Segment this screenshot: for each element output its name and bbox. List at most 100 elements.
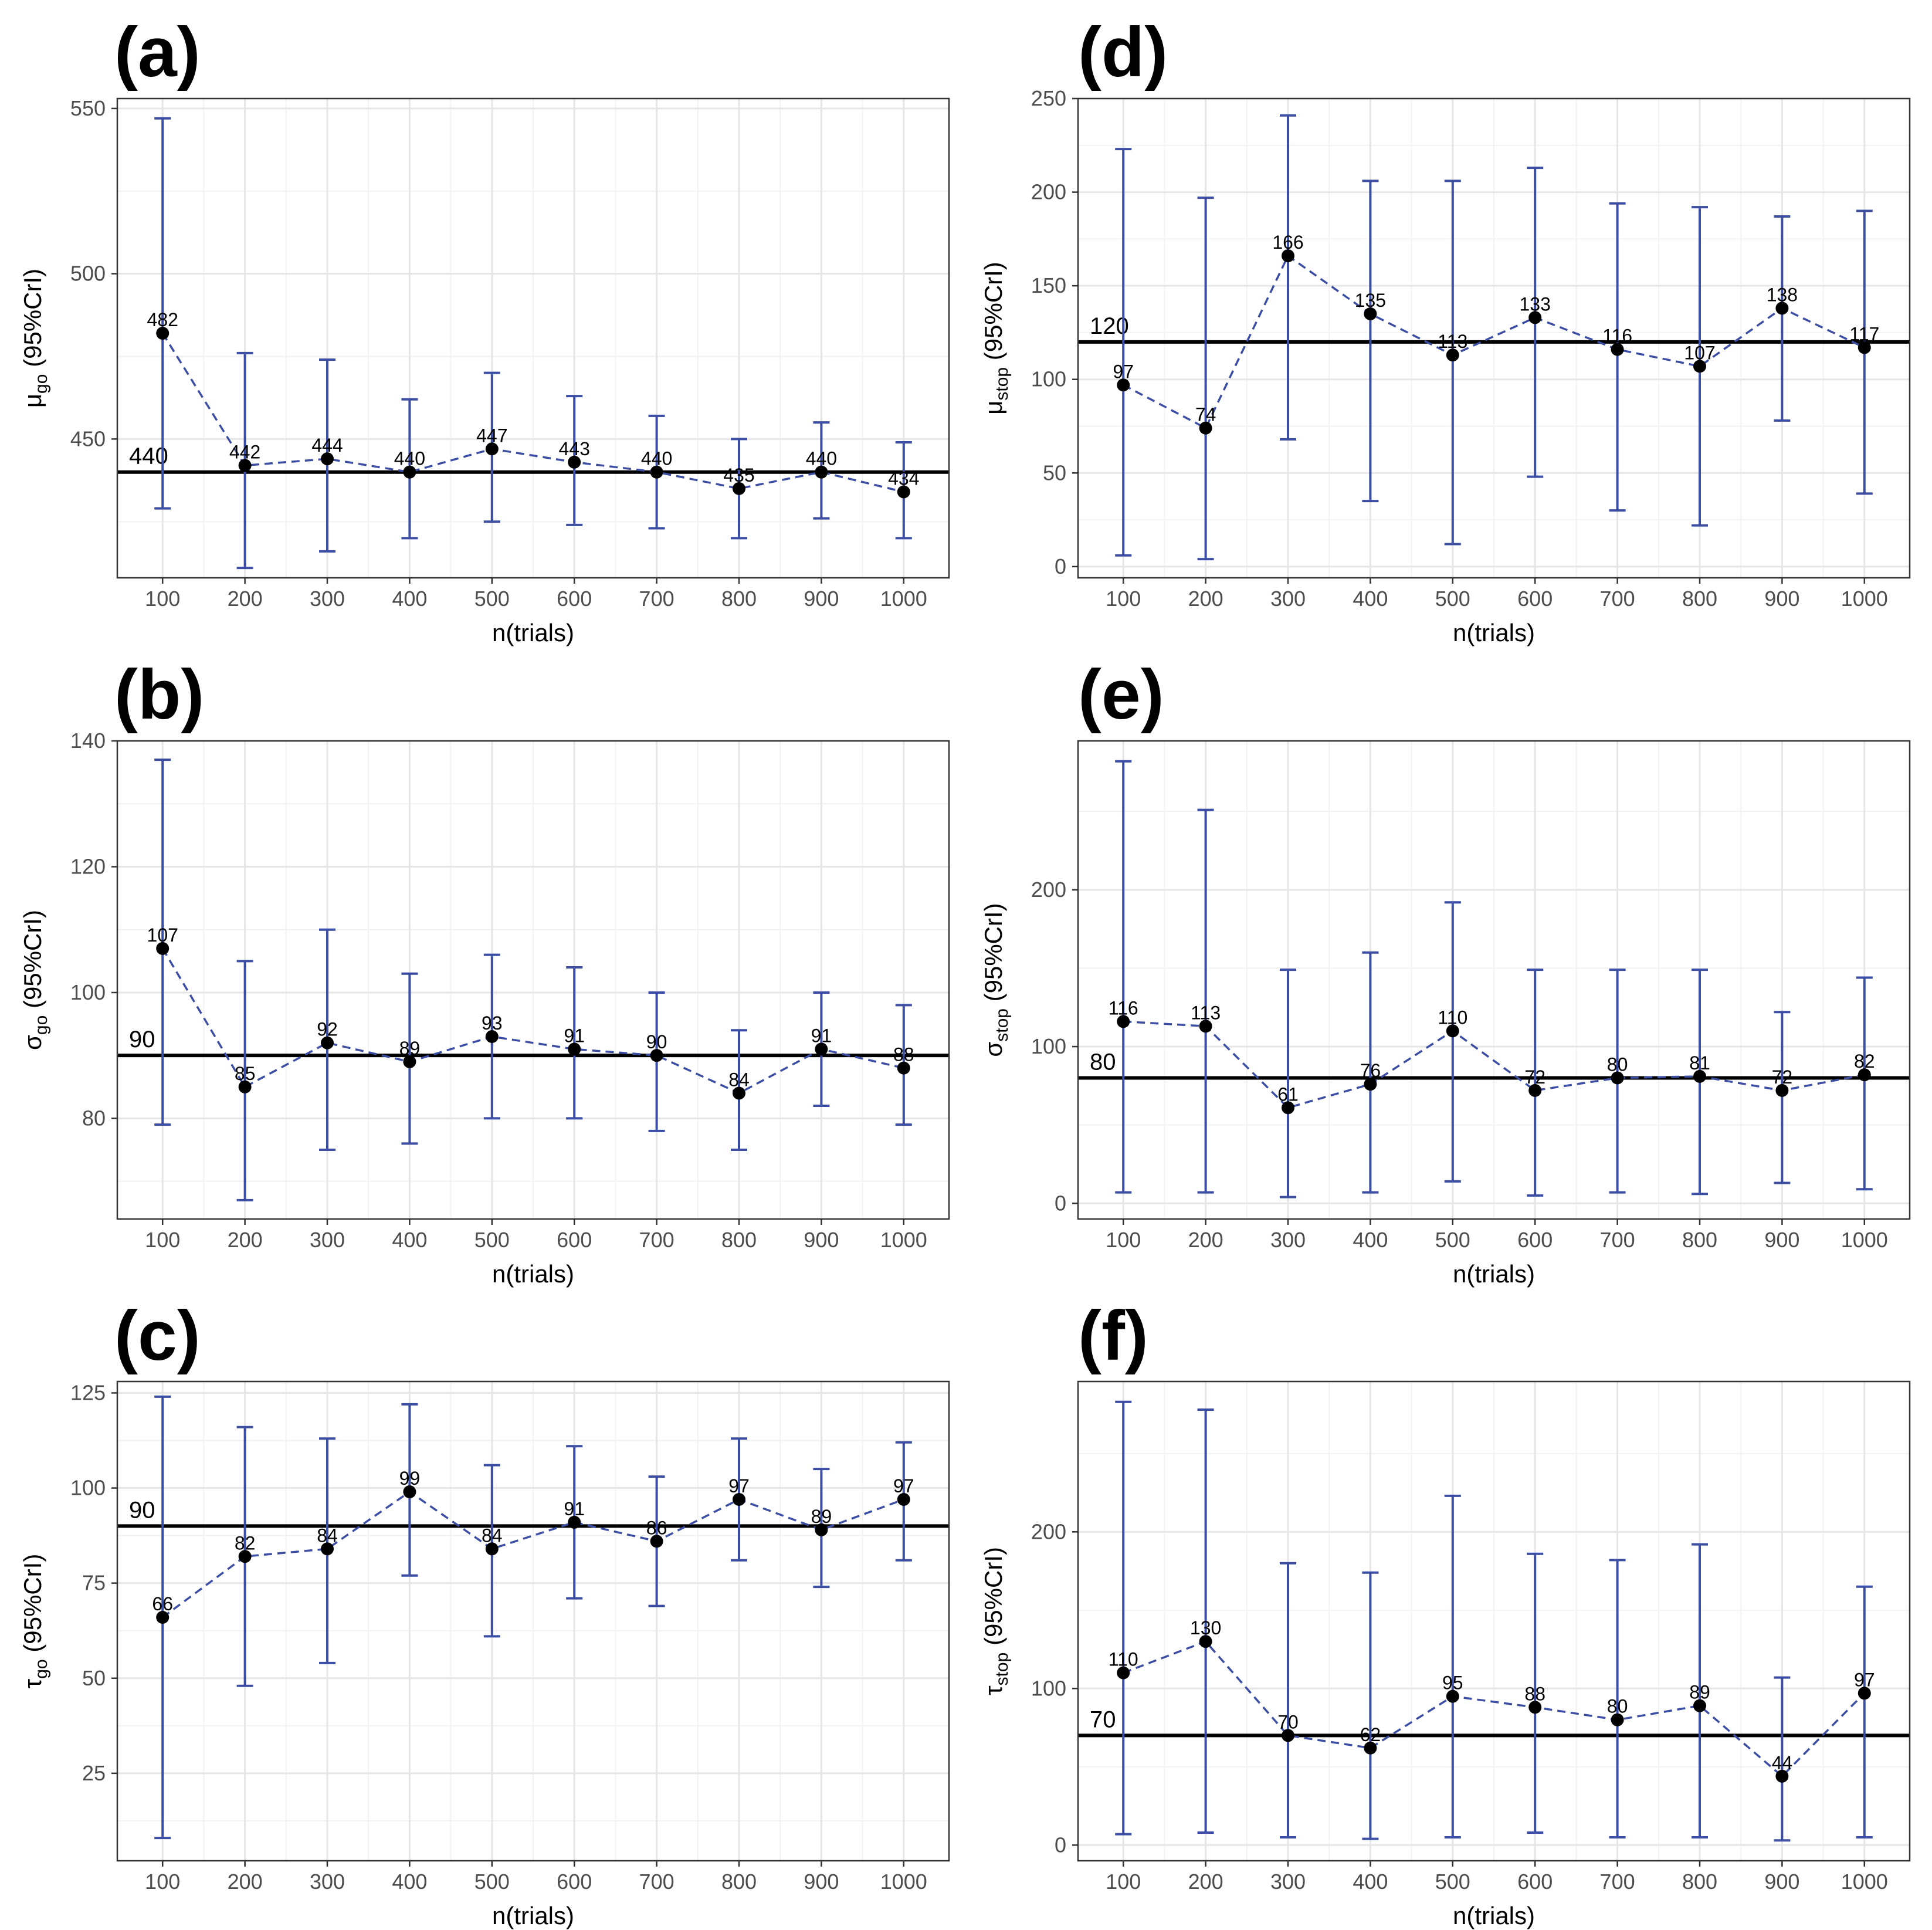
- data-label: 440: [641, 448, 672, 469]
- data-label: 97: [728, 1475, 750, 1496]
- data-label: 130: [1190, 1617, 1221, 1638]
- data-label: 84: [317, 1525, 338, 1546]
- data-label: 80: [1607, 1696, 1628, 1717]
- data-point: [1282, 249, 1295, 263]
- data-point: [1282, 1101, 1295, 1115]
- data-point: [1117, 378, 1130, 392]
- error-bar: [1444, 1494, 1461, 1838]
- y-axis-suffix: (95%CrI): [19, 1554, 46, 1660]
- data-label: 66: [152, 1593, 173, 1614]
- panel-label: (f): [1078, 1296, 1148, 1375]
- x-tick-label: 100: [145, 1228, 180, 1252]
- y-axis-title: σgo (95%CrI): [19, 910, 51, 1050]
- x-tick-label: 400: [1353, 1228, 1388, 1252]
- panel-label: (d): [1078, 13, 1168, 92]
- panel-border: [1077, 740, 1911, 1220]
- data-point: [1446, 1689, 1459, 1703]
- panel-border: [1077, 1380, 1911, 1862]
- error-bar: [1362, 1571, 1379, 1840]
- x-tick-label: 800: [721, 1870, 757, 1894]
- x-tick-label: 900: [1764, 587, 1799, 611]
- series-line: [1123, 1020, 1865, 1109]
- data-label: 81: [1689, 1052, 1710, 1074]
- data-point: [1446, 1024, 1459, 1038]
- data-label: 95: [1442, 1672, 1463, 1694]
- data-label: 72: [1772, 1066, 1793, 1088]
- data-label: 86: [646, 1517, 667, 1538]
- x-tick-label: 300: [310, 1228, 345, 1252]
- x-tick-label: 300: [310, 587, 345, 611]
- data-label: 107: [147, 925, 178, 946]
- data-point: [1117, 1015, 1130, 1028]
- data-label: 110: [1438, 1007, 1467, 1028]
- data-label: 444: [311, 435, 343, 456]
- series-line: [161, 947, 904, 1095]
- data-point: [403, 465, 416, 479]
- data-label: 88: [893, 1044, 914, 1065]
- y-tick-label: 120: [70, 854, 106, 878]
- data-label: 113: [1438, 331, 1467, 352]
- data-label: 482: [147, 309, 178, 330]
- data-point: [732, 1086, 745, 1100]
- data-point: [1693, 1069, 1706, 1083]
- error-bar: [1197, 808, 1214, 1194]
- x-tick-label: 200: [228, 587, 263, 611]
- x-tick-label: 300: [1270, 1870, 1306, 1894]
- data-label: 91: [564, 1498, 585, 1519]
- x-tick-label: 100: [145, 1870, 180, 1894]
- y-tick-label: 100: [1031, 367, 1066, 391]
- y-tick-label: 150: [1031, 273, 1066, 297]
- x-axis-title: n(trials): [1453, 1902, 1535, 1929]
- reference-label: 90: [129, 1497, 155, 1523]
- data-point: [1364, 307, 1377, 321]
- data-point: [1528, 1083, 1542, 1097]
- series-line: [1123, 1640, 1866, 1778]
- x-axis-title: n(trials): [492, 1260, 574, 1288]
- error-bar: [1280, 1562, 1297, 1838]
- data-point: [485, 442, 499, 456]
- panel-border: [1077, 97, 1911, 579]
- error-bar: [1362, 951, 1379, 1194]
- y-tick-label: 0: [1055, 1191, 1066, 1215]
- x-tick-label: 900: [804, 1228, 839, 1252]
- data-point: [1611, 343, 1624, 356]
- data-point: [485, 1542, 499, 1556]
- data-point: [1858, 341, 1871, 354]
- chart-panel-c: (c) 90 66 82 84 99 84 91 86 97 89 97 100 200 300 400 500…: [19, 1296, 950, 1929]
- y-axis-suffix: (95%CrI): [979, 1547, 1007, 1653]
- x-tick-label: 300: [310, 1870, 345, 1894]
- data-point: [815, 1042, 828, 1056]
- data-label: 93: [482, 1013, 503, 1034]
- panel-label: (b): [114, 655, 204, 734]
- data-point: [156, 942, 170, 955]
- x-tick-label: 600: [557, 1870, 592, 1894]
- y-tick-label: 50: [1043, 461, 1066, 485]
- x-tick-label: 300: [1270, 587, 1306, 611]
- x-tick-label: 600: [557, 587, 592, 611]
- panel-border: [116, 1380, 950, 1862]
- series-line: [162, 1490, 904, 1619]
- data-point: [1199, 421, 1212, 435]
- data-label: 89: [399, 1038, 421, 1059]
- error-bar: [1115, 760, 1132, 1194]
- x-tick-label: 600: [1517, 1870, 1553, 1894]
- data-label: 84: [482, 1525, 503, 1546]
- x-tick-label: 800: [1682, 1870, 1717, 1894]
- error-bar: [154, 117, 171, 510]
- data-point: [1528, 311, 1542, 324]
- data-label: 82: [235, 1532, 256, 1553]
- data-point: [1693, 360, 1706, 373]
- data-point: [156, 327, 170, 340]
- x-tick-label: 1000: [880, 1228, 927, 1252]
- error-bar: [1774, 215, 1791, 422]
- x-tick-label: 200: [1188, 1870, 1223, 1894]
- y-tick-label: 100: [1031, 1034, 1066, 1058]
- data-label: 97: [893, 1475, 914, 1496]
- reference-label: 80: [1090, 1049, 1116, 1075]
- x-tick-label: 1000: [1841, 1870, 1888, 1894]
- series-line: [1123, 254, 1865, 430]
- data-point: [568, 1042, 581, 1056]
- data-point: [403, 1485, 416, 1499]
- data-label: 92: [317, 1019, 338, 1040]
